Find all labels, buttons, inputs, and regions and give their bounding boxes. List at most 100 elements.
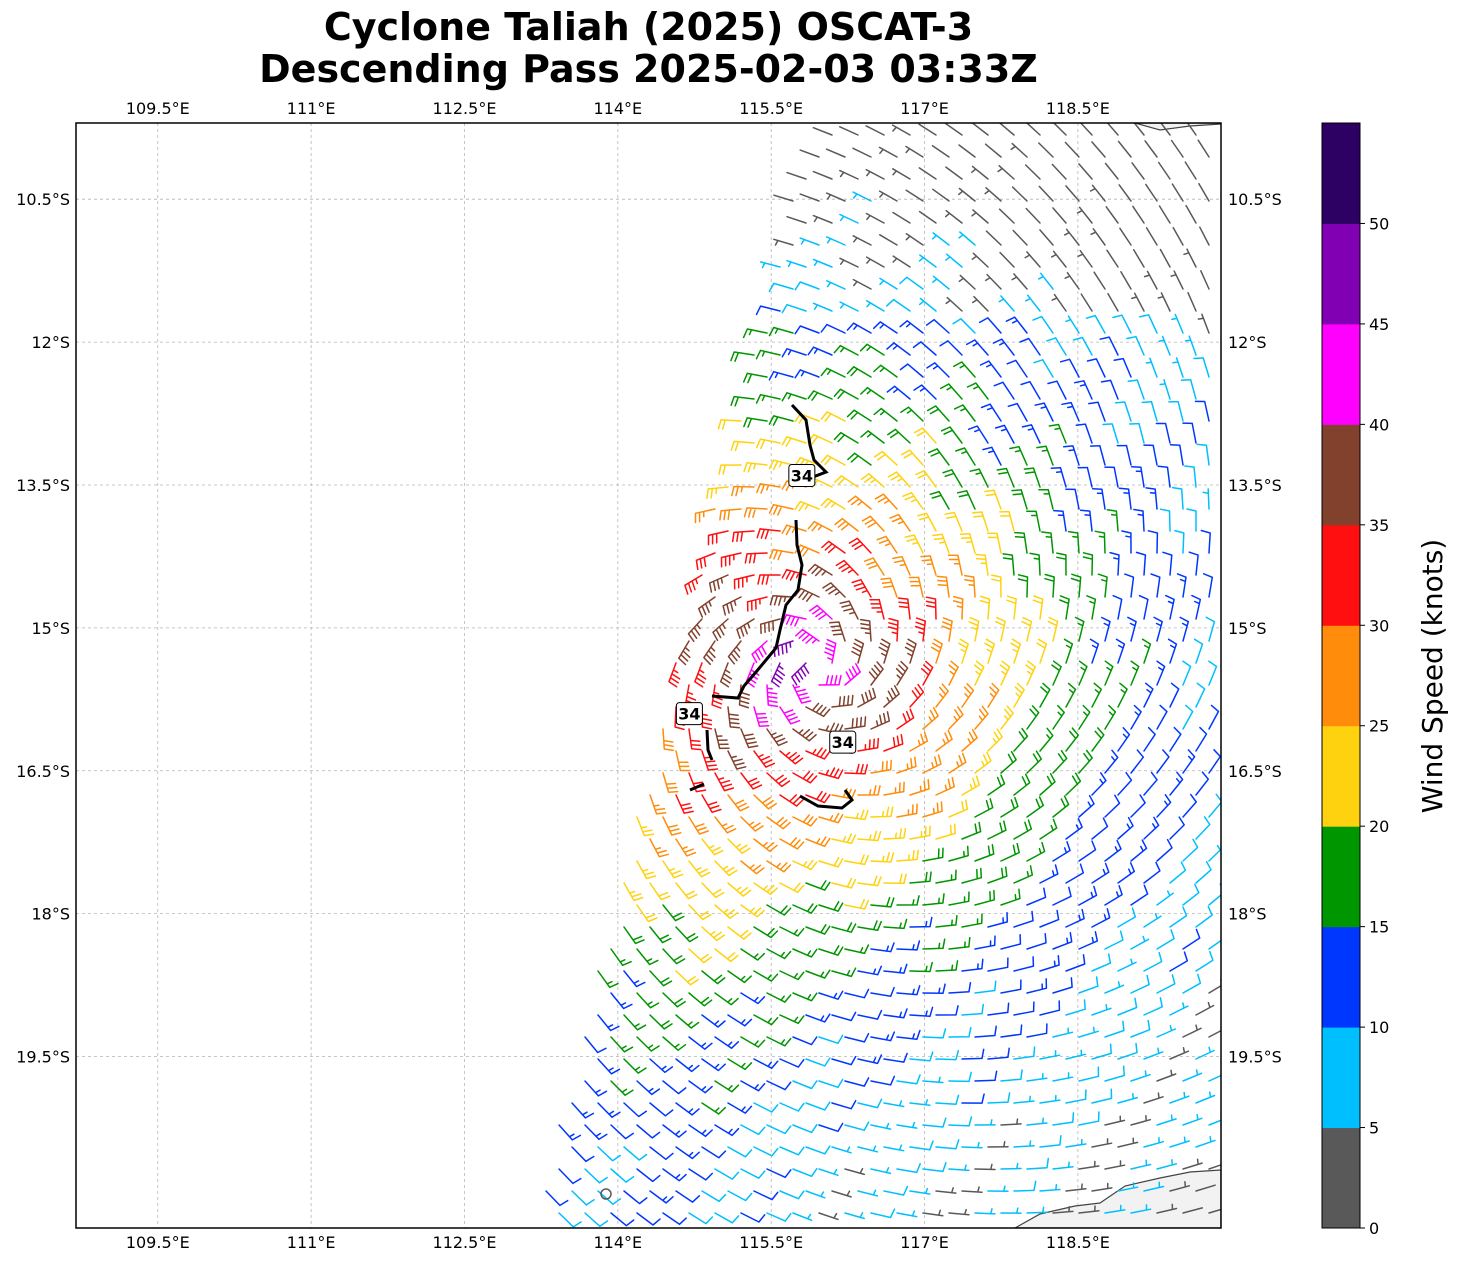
wind-barb bbox=[1052, 841, 1071, 862]
wind-barb bbox=[1117, 140, 1132, 158]
wind-barb bbox=[818, 1078, 844, 1089]
wind-barb bbox=[1039, 1050, 1061, 1060]
wind-barb bbox=[886, 385, 911, 400]
wind-barb bbox=[779, 1190, 805, 1200]
wind-barb bbox=[1104, 749, 1119, 774]
wind-barb bbox=[812, 214, 833, 224]
lat-tick-label-left: 15°S bbox=[31, 619, 70, 638]
wind-barb bbox=[1200, 529, 1211, 554]
wind-barb bbox=[792, 814, 818, 827]
wind-barb bbox=[597, 1102, 621, 1118]
wind-barb bbox=[1170, 270, 1184, 290]
wind-barb bbox=[766, 816, 791, 830]
wind-barb bbox=[826, 280, 846, 290]
wind-barb bbox=[694, 662, 707, 688]
wind-barb bbox=[1000, 842, 1020, 862]
wind-barb bbox=[959, 532, 976, 554]
wind-barb bbox=[1082, 552, 1094, 576]
wind-barb bbox=[1179, 616, 1190, 642]
wind-barb bbox=[1159, 248, 1171, 268]
wind-barb bbox=[636, 860, 657, 880]
wind-barb bbox=[961, 821, 982, 840]
wind-barb bbox=[818, 674, 842, 686]
wind-barb bbox=[688, 772, 707, 793]
wind-barb bbox=[753, 706, 770, 727]
wind-barb bbox=[727, 1190, 753, 1202]
wind-barb bbox=[975, 553, 989, 576]
wind-barb bbox=[1065, 1049, 1087, 1060]
wind-barb bbox=[714, 816, 737, 834]
wind-barb bbox=[1172, 226, 1184, 246]
wind-barb bbox=[610, 1212, 635, 1227]
wind-barb bbox=[662, 728, 675, 752]
wind-barb bbox=[870, 852, 895, 863]
wind-barb bbox=[978, 317, 1002, 334]
wind-barb bbox=[727, 882, 752, 897]
wind-barb bbox=[743, 461, 768, 473]
wind-barb bbox=[714, 1212, 740, 1224]
colorbar-bin bbox=[1322, 826, 1360, 928]
wind-barb bbox=[730, 395, 755, 407]
wind-barb bbox=[857, 1189, 879, 1197]
wind-barb bbox=[1056, 552, 1067, 576]
wind-barb bbox=[714, 904, 739, 919]
wind-barb bbox=[1186, 123, 1197, 136]
wind-barb bbox=[1091, 141, 1106, 158]
wind-barb bbox=[1099, 336, 1119, 356]
wind-barb bbox=[786, 171, 807, 180]
wind-barb bbox=[987, 820, 1007, 840]
wind-barb bbox=[896, 1210, 918, 1218]
wind-barb bbox=[822, 582, 846, 598]
wind-barb bbox=[740, 904, 765, 918]
lat-tick-label-left: 19.5°S bbox=[16, 1048, 70, 1067]
wind-barb bbox=[878, 190, 898, 202]
wind-barb bbox=[1093, 271, 1106, 290]
wind-barb bbox=[1130, 1019, 1151, 1038]
wind-barb bbox=[1157, 161, 1171, 180]
wind-barb bbox=[953, 404, 976, 422]
lat-tick-label-right: 18°S bbox=[1228, 905, 1267, 924]
wind-barb bbox=[1021, 424, 1041, 444]
wind-barb bbox=[678, 640, 691, 666]
wind-barb bbox=[948, 1208, 970, 1216]
wind-barb bbox=[844, 988, 870, 999]
wind-barb bbox=[1198, 182, 1210, 202]
wind-barb bbox=[961, 1048, 985, 1060]
wind-barb bbox=[1130, 1114, 1152, 1126]
wind-barb bbox=[1138, 314, 1158, 334]
wind-barb bbox=[694, 508, 716, 524]
wind-barb bbox=[1183, 248, 1197, 268]
wind-barb bbox=[812, 302, 833, 312]
wind-barb bbox=[825, 236, 846, 246]
wind-barb bbox=[869, 598, 885, 620]
wind-barb bbox=[958, 274, 976, 290]
wind-barb bbox=[818, 1122, 844, 1133]
wind-barb bbox=[899, 320, 924, 334]
wind-barb bbox=[828, 621, 846, 642]
wind-barb bbox=[1208, 1208, 1221, 1214]
wind-barb bbox=[1006, 595, 1017, 620]
wind-barb bbox=[792, 859, 818, 871]
colorbar-bin bbox=[1322, 1027, 1360, 1129]
wind-barb bbox=[636, 816, 655, 837]
wind-barb bbox=[794, 281, 820, 291]
wind-barb bbox=[997, 164, 1015, 180]
colorbar-bin bbox=[1322, 223, 1360, 325]
wind-barb bbox=[805, 790, 831, 804]
wind-barb bbox=[649, 1058, 674, 1074]
wind-barb bbox=[1065, 954, 1086, 972]
wind-barb bbox=[697, 596, 716, 618]
wind-barb bbox=[1000, 705, 1014, 730]
wind-barb bbox=[701, 794, 722, 814]
wind-barb bbox=[1184, 465, 1197, 488]
wind-barb bbox=[1128, 422, 1145, 444]
lon-tick-label-bottom: 117°E bbox=[900, 1233, 949, 1252]
wind-barb bbox=[948, 752, 967, 774]
wind-barb bbox=[961, 958, 984, 972]
wind-barb bbox=[870, 896, 895, 908]
wind-barb bbox=[795, 628, 820, 644]
wind-barb bbox=[1130, 794, 1146, 818]
wind-barb bbox=[896, 803, 918, 818]
wind-barb bbox=[1105, 206, 1119, 224]
wind-barb bbox=[1143, 1047, 1164, 1060]
